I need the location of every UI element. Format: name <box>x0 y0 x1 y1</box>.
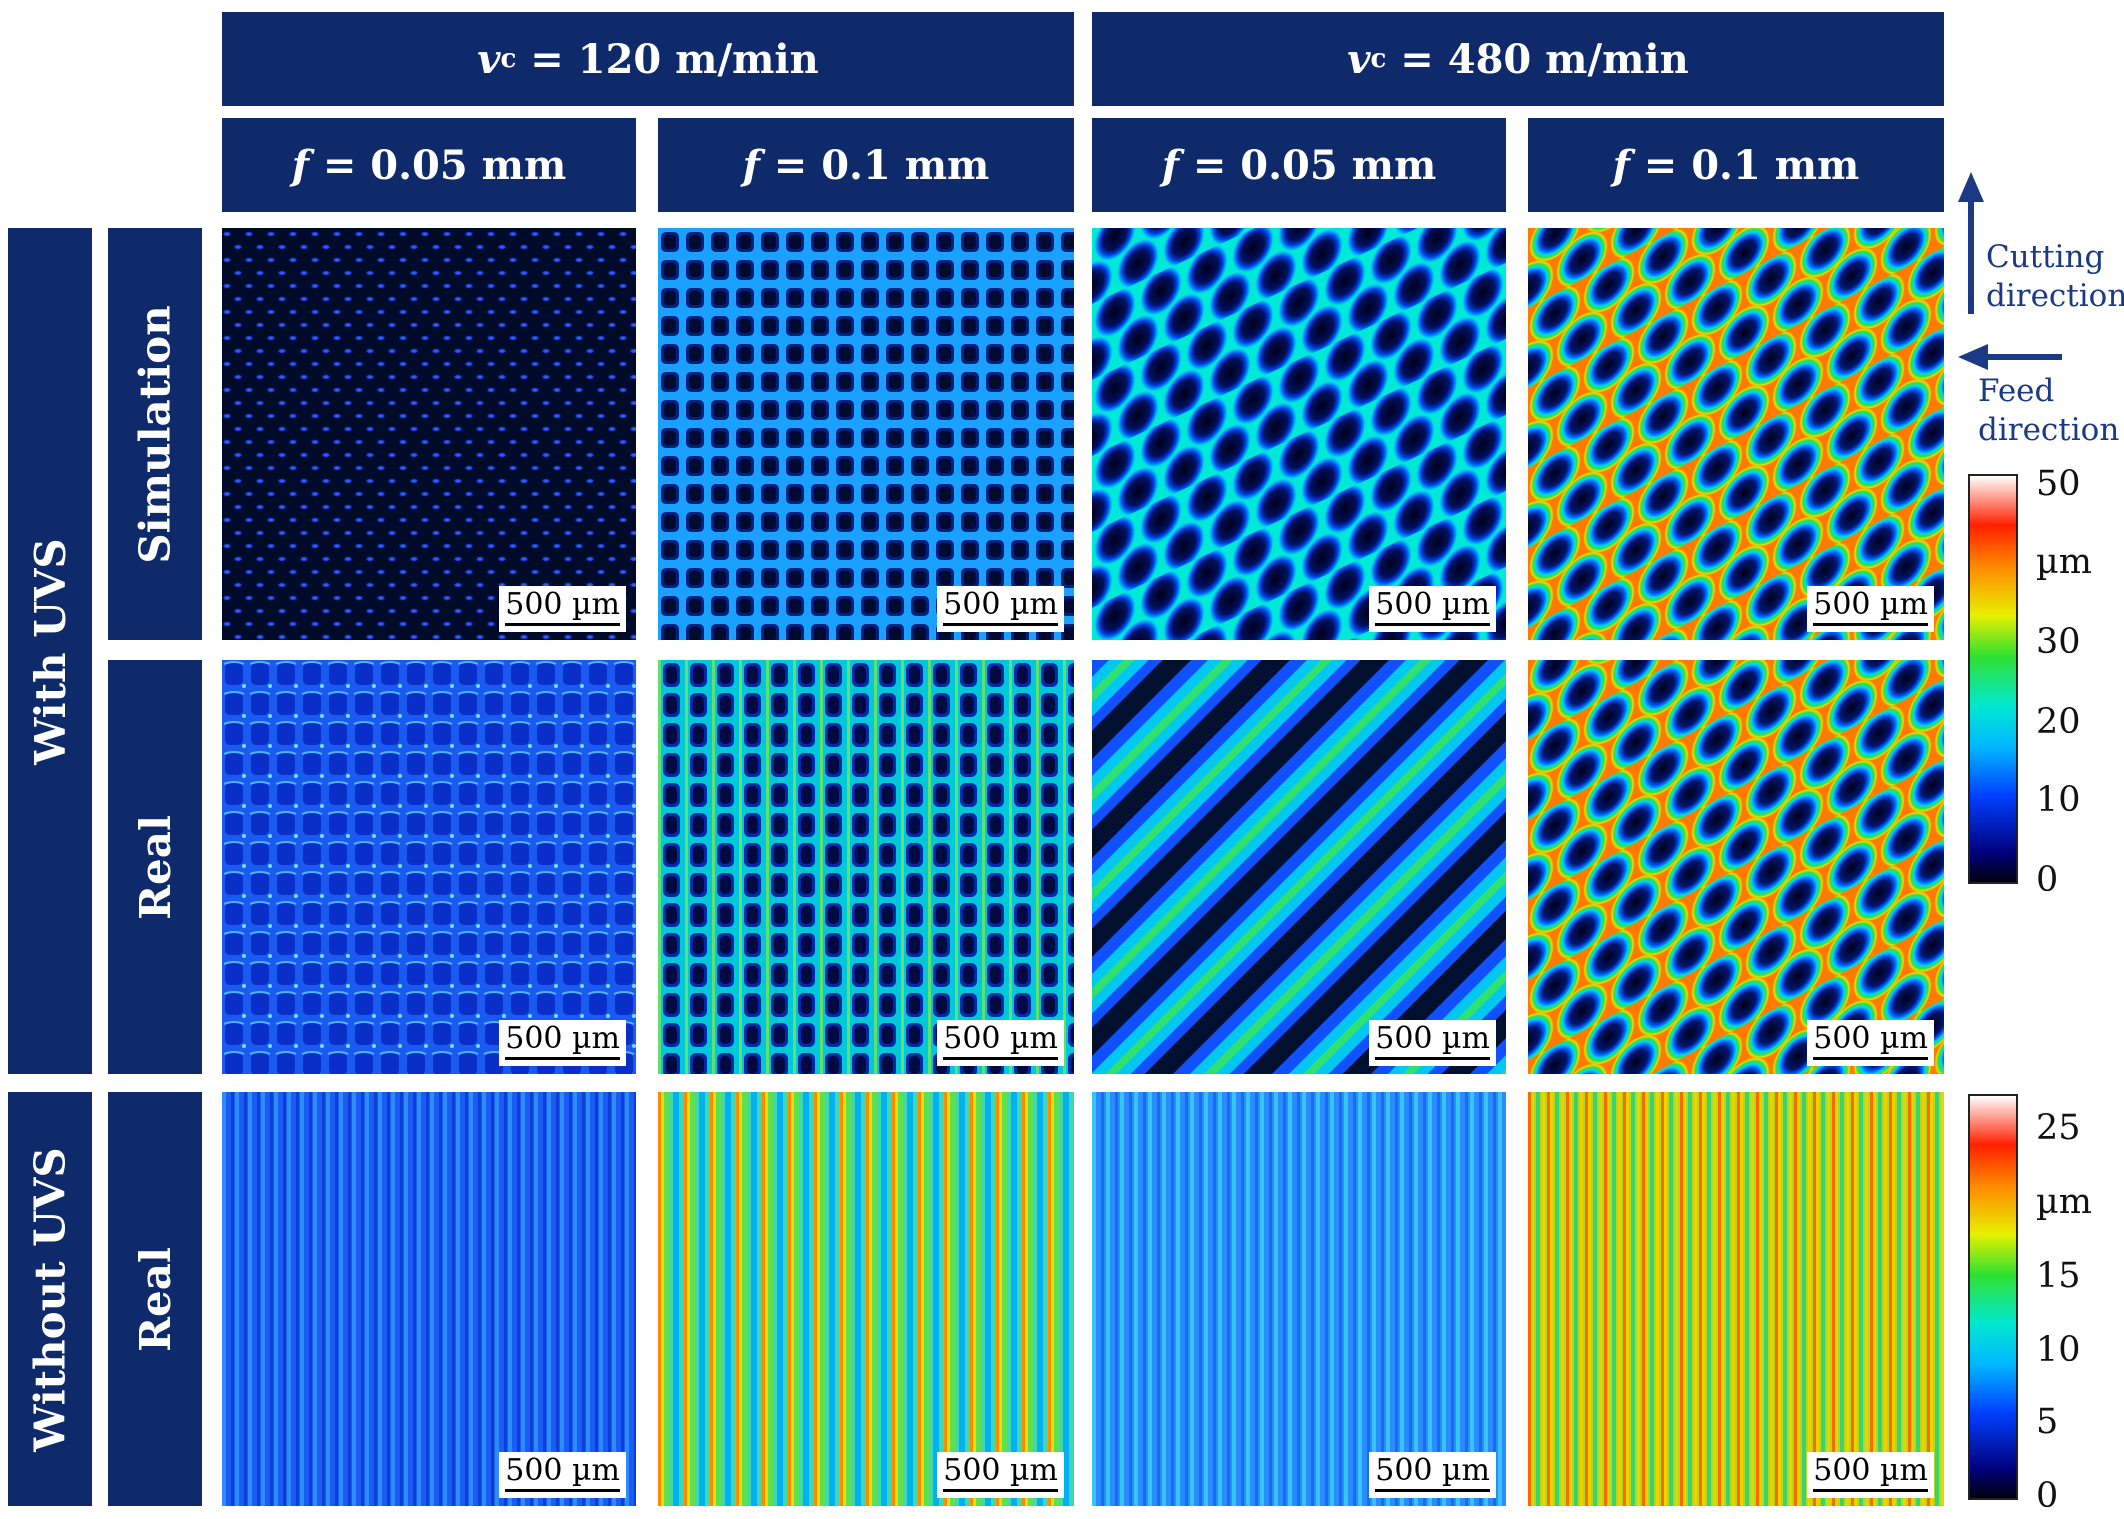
panel-real-uvs-vc120-f005: 500 µm <box>222 660 636 1074</box>
header-feed-col4: f = 0.1 mm <box>1528 118 1944 212</box>
scale-bar: 500 µm <box>499 586 626 632</box>
colorbar-bottom-tick: 25 <box>2036 1108 2081 1148</box>
colorbar-bottom-tick: 10 <box>2036 1330 2081 1370</box>
scale-bar: 500 µm <box>937 1020 1064 1066</box>
row-group-without-uvs: Without UVS <box>8 1092 92 1506</box>
row-label-real-uvs: Real <box>108 660 202 1074</box>
panel-real-nouvs-vc480-f01: 500 µm <box>1528 1092 1944 1506</box>
panel-real-nouvs-vc120-f01: 500 µm <box>658 1092 1074 1506</box>
scale-bar: 500 µm <box>499 1452 626 1498</box>
panel-real-nouvs-vc480-f005: 500 µm <box>1092 1092 1506 1506</box>
colorbar-bottom <box>1968 1094 2018 1500</box>
colorbar-top-unit: µm <box>2036 542 2092 582</box>
scale-bar: 500 µm <box>1807 1020 1934 1066</box>
header-feed-col2: f = 0.1 mm <box>658 118 1074 212</box>
feed-direction-arrow-icon <box>1958 344 2062 370</box>
colorbar-bottom-tick: 5 <box>2036 1402 2059 1442</box>
colorbar-top-tick: 30 <box>2036 622 2081 662</box>
panel-real-nouvs-vc120-f005: 500 µm <box>222 1092 636 1506</box>
colorbar-top-tick: 0 <box>2036 860 2059 900</box>
panel-sim-vc480-f005: 500 µm <box>1092 228 1506 640</box>
scale-bar: 500 µm <box>1369 586 1496 632</box>
scale-bar: 500 µm <box>1369 1452 1496 1498</box>
row-label-real-no-uvs: Real <box>108 1092 202 1506</box>
scale-bar: 500 µm <box>1369 1020 1496 1066</box>
scale-bar: 500 µm <box>499 1020 626 1066</box>
row-label-simulation: Simulation <box>108 228 202 640</box>
colorbar-bottom-tick: 0 <box>2036 1476 2059 1516</box>
feed-direction-label: Feed direction <box>1978 373 2120 448</box>
scale-bar: 500 µm <box>1807 586 1934 632</box>
panel-real-uvs-vc480-f01: 500 µm <box>1528 660 1944 1074</box>
scale-bar: 500 µm <box>937 1452 1064 1498</box>
row-group-with-uvs: With UVS <box>8 228 92 1074</box>
scale-bar: 500 µm <box>1807 1452 1934 1498</box>
panel-sim-vc480-f01: 500 µm <box>1528 228 1944 640</box>
header-feed-col3: f = 0.05 mm <box>1092 118 1506 212</box>
colorbar-bottom-tick: 15 <box>2036 1256 2081 1296</box>
header-feed-col1: f = 0.05 mm <box>222 118 636 212</box>
colorbar-bottom-unit: µm <box>2036 1182 2092 1222</box>
panel-real-uvs-vc120-f01: 500 µm <box>658 660 1074 1074</box>
panel-real-uvs-vc480-f005: 500 µm <box>1092 660 1506 1074</box>
cutting-direction-label: Cutting direction <box>1986 239 2124 314</box>
colorbar-top <box>1968 474 2018 884</box>
colorbar-top-tick: 50 <box>2036 464 2081 504</box>
panel-sim-vc120-f01: 500 µm <box>658 228 1074 640</box>
colorbar-top-tick: 10 <box>2036 780 2081 820</box>
cutting-direction-arrow-icon <box>1958 172 1984 314</box>
panel-sim-vc120-f005: 500 µm <box>222 228 636 640</box>
scale-bar: 500 µm <box>937 586 1064 632</box>
colorbar-top-tick: 20 <box>2036 702 2081 742</box>
